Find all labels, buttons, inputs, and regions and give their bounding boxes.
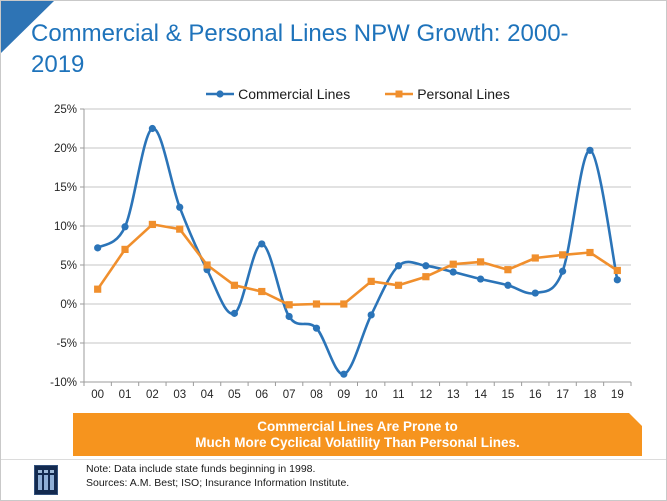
data-point-commercial <box>176 203 184 211</box>
data-point-commercial <box>559 267 567 275</box>
x-axis-label: 07 <box>283 389 296 401</box>
data-point-commercial <box>94 244 102 252</box>
data-point-commercial <box>613 276 621 284</box>
y-axis-label: 5% <box>60 260 77 272</box>
logo-i-column <box>44 470 48 494</box>
series-line-commercial <box>96 127 619 376</box>
data-point-personal <box>258 287 266 296</box>
y-axis-label: -10% <box>50 377 77 389</box>
x-axis-label: 10 <box>365 389 378 401</box>
x-axis-label: 03 <box>173 389 186 401</box>
chart-legend: Commercial Lines Personal Lines <box>84 86 631 102</box>
legend-item-commercial: Commercial Lines <box>205 86 350 102</box>
data-point-personal <box>176 225 184 233</box>
footer-notes: Note: Data include state funds beginning… <box>86 462 349 490</box>
x-axis-label: 14 <box>474 389 487 401</box>
x-axis-label: 04 <box>201 389 214 401</box>
data-point-commercial <box>586 146 594 154</box>
x-axis-label: 18 <box>584 389 597 401</box>
data-point-personal <box>121 245 129 253</box>
data-point-personal <box>559 251 567 259</box>
legend-item-personal: Personal Lines <box>384 86 510 102</box>
y-axis-label: -5% <box>57 338 77 350</box>
x-axis-label: 11 <box>393 389 405 401</box>
data-point-commercial <box>476 275 485 283</box>
data-point-commercial <box>230 309 239 317</box>
x-axis-label: 12 <box>419 389 432 401</box>
x-axis-label: 01 <box>119 389 132 401</box>
x-axis-label: 13 <box>447 389 460 401</box>
data-point-commercial <box>504 281 512 289</box>
data-point-personal <box>422 273 430 281</box>
y-axis-label: 25% <box>54 104 77 116</box>
data-point-personal <box>312 300 321 308</box>
x-axis-label: 15 <box>502 389 515 401</box>
logo-i-column <box>50 470 54 494</box>
y-axis-label: 0% <box>60 299 77 311</box>
callout-banner-line2: Much More Cyclical Volatility Than Perso… <box>195 434 520 450</box>
data-point-personal <box>394 281 403 289</box>
logo-i-column <box>38 470 42 494</box>
line-square-marker-icon <box>385 90 414 98</box>
legend-label-commercial: Commercial Lines <box>238 86 351 102</box>
data-point-commercial <box>422 262 430 270</box>
data-point-personal <box>449 260 457 268</box>
x-axis-label: 05 <box>228 389 241 401</box>
footer-divider <box>1 459 666 460</box>
x-axis-label: 19 <box>611 389 624 401</box>
data-point-personal <box>340 300 348 308</box>
data-point-commercial <box>340 370 348 378</box>
x-axis-label: 06 <box>255 389 268 401</box>
data-point-personal <box>230 281 239 289</box>
data-point-personal <box>148 220 156 229</box>
data-point-commercial <box>531 289 539 297</box>
callout-banner: Commercial Lines Are Prone to Much More … <box>73 413 642 456</box>
iii-logo <box>34 465 58 495</box>
note-text: Note: Data include state funds beginning… <box>86 463 316 475</box>
data-point-personal <box>285 301 293 309</box>
data-point-personal <box>613 266 621 275</box>
data-point-commercial <box>121 223 129 231</box>
callout-banner-line1: Commercial Lines Are Prone to <box>257 418 458 434</box>
data-point-commercial <box>148 124 156 133</box>
data-point-personal <box>504 266 512 274</box>
data-point-commercial <box>285 312 293 321</box>
x-axis-label: 09 <box>337 389 350 401</box>
x-axis-label: 17 <box>556 389 569 401</box>
line-circle-marker-icon <box>206 90 235 98</box>
x-axis-label: 00 <box>91 389 104 401</box>
data-point-commercial <box>394 262 403 270</box>
data-point-commercial <box>449 268 457 276</box>
data-point-personal <box>203 261 211 269</box>
page-title: Commercial & Personal Lines NPW Growth: … <box>31 20 569 78</box>
data-point-personal <box>476 258 485 266</box>
x-axis-label: 02 <box>146 389 159 401</box>
data-point-commercial <box>312 324 321 332</box>
y-axis-label: 15% <box>54 182 77 194</box>
series-line-personal <box>96 223 619 307</box>
data-point-personal <box>367 277 375 285</box>
data-point-personal <box>531 254 539 262</box>
x-axis-label: 08 <box>310 389 323 401</box>
data-point-commercial <box>367 311 375 319</box>
x-axis-label: 16 <box>529 389 542 401</box>
data-point-commercial <box>258 240 266 248</box>
y-axis-label: 20% <box>54 143 77 155</box>
legend-label-personal: Personal Lines <box>417 86 510 102</box>
data-point-personal <box>586 248 594 257</box>
sources-text: Sources: A.M. Best; ISO; Insurance Infor… <box>86 477 350 489</box>
y-axis-label: 10% <box>54 221 77 233</box>
data-point-personal <box>94 285 102 293</box>
